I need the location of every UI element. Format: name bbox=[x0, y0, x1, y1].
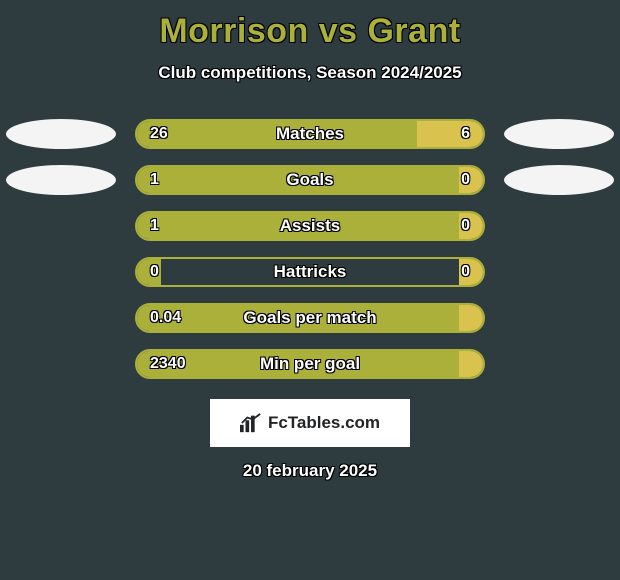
comparison-card: Morrison vs Grant Club competitions, Sea… bbox=[0, 0, 620, 580]
team-logo-left bbox=[6, 165, 116, 195]
stat-value-right: 6 bbox=[461, 119, 470, 149]
stat-bar-track bbox=[135, 349, 485, 379]
stat-value-left: 0 bbox=[150, 257, 159, 287]
fctables-icon bbox=[240, 413, 262, 433]
stat-value-left: 2340 bbox=[150, 349, 186, 379]
team-logo-right bbox=[504, 119, 614, 149]
subtitle: Club competitions, Season 2024/2025 bbox=[0, 63, 620, 83]
snapshot-date: 20 february 2025 bbox=[0, 461, 620, 481]
page-title: Morrison vs Grant bbox=[0, 12, 620, 51]
stat-bar-left bbox=[137, 305, 459, 331]
stat-bar-track bbox=[135, 211, 485, 241]
stat-value-right: 0 bbox=[461, 165, 470, 195]
team-logo-left bbox=[6, 119, 116, 149]
fctables-text: FcTables.com bbox=[268, 413, 380, 433]
stat-bar-track bbox=[135, 257, 485, 287]
stat-bar-track bbox=[135, 165, 485, 195]
stat-row: 00Hattricks bbox=[0, 249, 620, 295]
stats-container: 266Matches10Goals10Assists00Hattricks0.0… bbox=[0, 111, 620, 387]
stat-bar-right bbox=[459, 351, 483, 377]
team-logo-right bbox=[504, 165, 614, 195]
stat-bar-track bbox=[135, 119, 485, 149]
stat-row: 10Goals bbox=[0, 157, 620, 203]
stat-bar-right bbox=[417, 121, 483, 147]
stat-bar-right bbox=[459, 305, 483, 331]
stat-value-left: 0.04 bbox=[150, 303, 181, 333]
stat-row: 2340Min per goal bbox=[0, 341, 620, 387]
stat-bar-left bbox=[137, 213, 459, 239]
stat-row: 10Assists bbox=[0, 203, 620, 249]
stat-value-right: 0 bbox=[461, 257, 470, 287]
stat-bar-left bbox=[137, 121, 417, 147]
stat-value-left: 1 bbox=[150, 211, 159, 241]
stat-value-right: 0 bbox=[461, 211, 470, 241]
stat-value-left: 26 bbox=[150, 119, 168, 149]
stat-row: 0.04Goals per match bbox=[0, 295, 620, 341]
stat-row: 266Matches bbox=[0, 111, 620, 157]
stat-bar-left bbox=[137, 167, 459, 193]
fctables-badge[interactable]: FcTables.com bbox=[210, 399, 410, 447]
stat-value-left: 1 bbox=[150, 165, 159, 195]
stat-bar-track bbox=[135, 303, 485, 333]
